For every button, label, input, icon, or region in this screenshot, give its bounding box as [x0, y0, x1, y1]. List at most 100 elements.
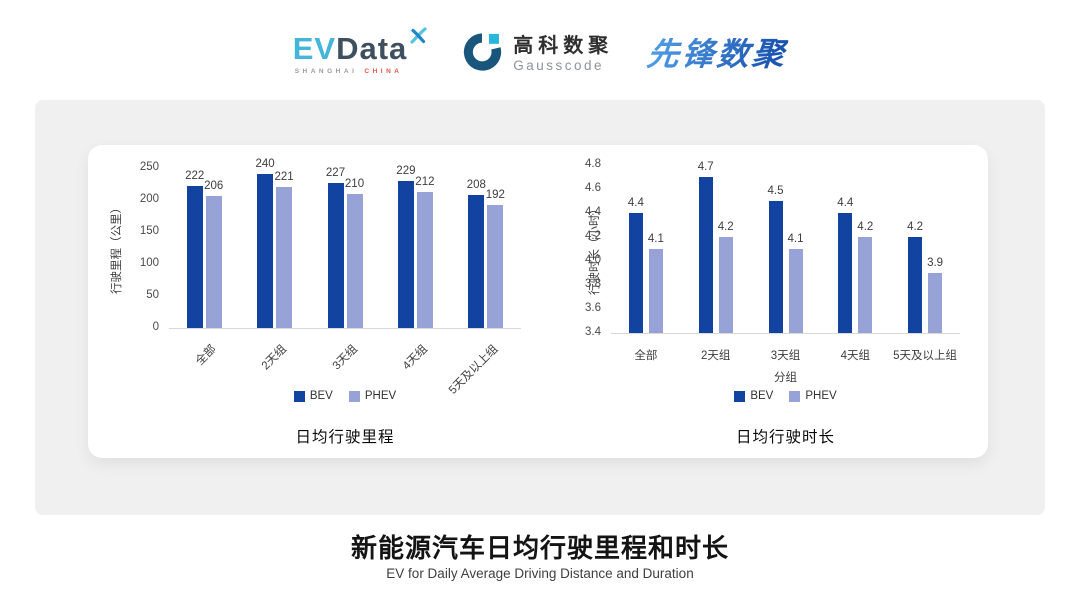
x-tick-label: 2天组 — [700, 350, 731, 362]
bar-value-label: 192 — [485, 189, 505, 202]
y-tick-label: 250 — [139, 161, 159, 173]
legend-label-PHEV: PHEV — [805, 390, 837, 402]
legend-item-BEV: BEV — [293, 390, 333, 402]
x-tick-label: 5天及以上组 — [893, 350, 958, 362]
bar-value-label: 4.5 — [767, 185, 784, 197]
chart-daily-distance: 行驶里程（公里） 0 50 100 150 200 250 222 206 全部 240 221 2天组… — [98, 155, 550, 455]
x-tick-text: 3天组 — [330, 343, 360, 373]
bar-BEV — [628, 213, 643, 333]
bar-PHEV — [416, 192, 433, 328]
legend: BEV PHEV — [611, 390, 960, 402]
bar-value-label: 4.1 — [647, 233, 664, 245]
bar-value-label: 4.7 — [697, 161, 714, 173]
evdata-shanghai-text: SHANGHAI — [294, 68, 358, 75]
legend-label-PHEV: PHEV — [364, 390, 397, 402]
bar-value-label: 4.2 — [717, 221, 734, 233]
bar-BEV — [768, 201, 783, 333]
bar-value-label: 212 — [415, 176, 435, 189]
x-axis-line — [169, 328, 521, 329]
y-tick-label: 3.6 — [585, 302, 601, 314]
evdata-ev-text: EV — [292, 31, 337, 66]
chart-title: 日均行驶里程 — [295, 429, 395, 446]
bar-PHEV — [487, 205, 504, 328]
bar-BEV — [908, 237, 923, 333]
legend: BEV PHEV — [169, 390, 521, 402]
bar-value-label: 221 — [274, 170, 294, 183]
bar-value-label: 227 — [325, 166, 346, 179]
bar-value-label: 4.2 — [907, 221, 924, 233]
legend-item-PHEV: PHEV — [348, 390, 397, 402]
bar-value-label: 4.2 — [857, 221, 874, 233]
gausscode-cn-text: 高科数聚 — [513, 34, 614, 57]
y-tick-label: 50 — [146, 289, 159, 301]
y-tick-label: 100 — [139, 257, 159, 269]
y-tick-label: 0 — [152, 321, 159, 333]
bar-BEV — [257, 174, 274, 328]
legend-item-PHEV: PHEV — [789, 390, 837, 402]
page-title: 新能源汽车日均行驶里程和时长 — [350, 533, 729, 563]
header-logos: EV Data SHANGHAI CHINA — [0, 20, 1080, 88]
bar-BEV — [838, 213, 853, 333]
y-tick-label: 4.8 — [585, 158, 601, 170]
bar-BEV — [468, 194, 485, 328]
legend-swatch-BEV — [734, 390, 746, 402]
bar-BEV — [327, 182, 344, 328]
bar-value-label: 3.9 — [927, 257, 944, 269]
bar-PHEV — [648, 249, 663, 333]
bar-PHEV — [718, 237, 733, 333]
bar-PHEV — [858, 237, 873, 333]
gausscode-logo: 高科数聚 Gausscode — [461, 31, 613, 78]
bar-value-label: 4.4 — [837, 197, 854, 209]
gausscode-wordmark: 高科数聚 Gausscode — [513, 35, 613, 74]
bar-value-label: 210 — [344, 177, 365, 190]
evdata-wordmark: EV Data — [292, 27, 428, 66]
y-tick-label: 3.4 — [585, 326, 601, 338]
y-tick-label: 4.2 — [585, 230, 601, 242]
evdata-cross-icon — [409, 27, 427, 49]
y-tick-label: 3.8 — [585, 278, 601, 290]
bar-BEV — [698, 177, 713, 333]
legend-swatch-BEV — [293, 390, 305, 402]
legend-label-BEV: BEV — [750, 390, 774, 402]
evdata-subtext: SHANGHAI CHINA — [293, 68, 428, 75]
x-tick-text: 4天组 — [400, 343, 430, 373]
page-subtitle: EV for Daily Average Driving Distance an… — [386, 566, 694, 581]
evdata-china-text: CHINA — [364, 68, 403, 75]
bar-value-label: 229 — [396, 165, 416, 178]
bar-PHEV — [276, 186, 293, 328]
x-tick-text: 全部 — [194, 343, 219, 368]
legend-label-BEV: BEV — [309, 390, 333, 402]
y-axis-title: 行驶里程（公里） — [111, 202, 123, 294]
bar-value-label: 208 — [466, 178, 486, 191]
x-tick-label: 4天组 — [840, 350, 870, 362]
bar-value-label: 240 — [255, 158, 275, 171]
bar-PHEV — [205, 196, 222, 328]
y-tick-label: 200 — [139, 193, 159, 205]
chart-panel: 行驶里程（公里） 0 50 100 150 200 250 222 206 全部 240 221 2天组… — [35, 100, 1045, 515]
x-tick-text: 2天组 — [259, 343, 290, 373]
chart-title: 日均行驶时长 — [735, 429, 835, 446]
y-tick-label: 4.0 — [585, 254, 601, 266]
bar-PHEV — [788, 249, 803, 333]
x-axis-line — [611, 333, 960, 334]
bar-value-label: 4.4 — [627, 197, 644, 209]
bar-value-label: 206 — [204, 180, 224, 193]
legend-swatch-PHEV — [789, 390, 801, 402]
evdata-logo: EV Data SHANGHAI CHINA — [292, 27, 428, 75]
bar-PHEV — [928, 273, 943, 333]
bar-BEV — [186, 185, 203, 328]
y-tick-label: 4.6 — [585, 182, 601, 194]
chart-card: 行驶里程（公里） 0 50 100 150 200 250 222 206 全部 240 221 2天组… — [88, 145, 988, 458]
x-tick-label: 全部 — [634, 350, 658, 362]
y-tick-label: 150 — [139, 225, 159, 237]
x-tick-label: 3天组 — [770, 350, 801, 362]
legend-item-BEV: BEV — [734, 390, 773, 402]
bar-PHEV — [346, 193, 363, 328]
x-axis-title: 分组 — [774, 372, 797, 384]
bar-value-label: 4.1 — [787, 233, 804, 245]
gausscode-g-icon — [461, 31, 503, 78]
bar-BEV — [397, 181, 414, 328]
pioneer-logo: 先锋数聚 — [645, 36, 790, 72]
bar-value-label: 222 — [185, 169, 205, 182]
